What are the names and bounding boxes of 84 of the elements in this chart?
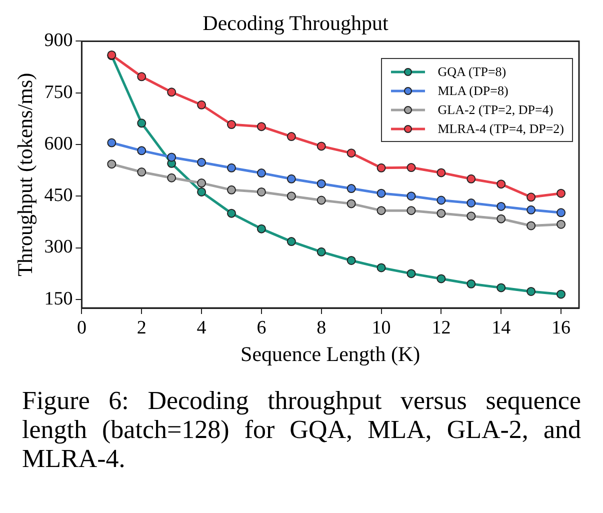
point (346, 256, 356, 265)
point (436, 208, 446, 218)
point (316, 142, 326, 151)
point (406, 192, 416, 201)
point (526, 205, 536, 214)
x-tick-label: 14 (492, 317, 512, 338)
point (346, 199, 356, 208)
x-tick-label: 2 (136, 317, 146, 338)
point (316, 196, 326, 205)
point (286, 192, 296, 201)
y-tick-label: 900 (44, 30, 73, 52)
point (466, 198, 476, 208)
point (436, 196, 446, 205)
x-tick-label: 0 (76, 317, 86, 338)
point (226, 163, 236, 172)
legend-label: MLRA-4 (TP=4, DP=2) (438, 120, 564, 138)
point (526, 286, 536, 296)
point (316, 247, 326, 256)
chart-title: Decoding Throughput (202, 11, 388, 36)
y-tick-label: 600 (44, 133, 73, 154)
point (436, 168, 446, 178)
y-tick-label: 750 (44, 82, 73, 103)
point (466, 174, 476, 184)
point (197, 187, 206, 196)
caption: Figure 6: Decoding throughput versus sequence length (batch=128) for GQA, MLA, GLA-2, and MLRA-4. (21, 385, 582, 473)
point (436, 274, 446, 284)
point (137, 146, 146, 156)
point (256, 224, 266, 234)
point (406, 163, 416, 172)
point (107, 160, 116, 169)
point (496, 202, 506, 211)
point (226, 208, 236, 218)
point (137, 168, 146, 177)
point (346, 184, 356, 194)
point (466, 279, 476, 288)
point (346, 148, 356, 158)
point (376, 163, 386, 172)
x-tick-label: 8 (316, 317, 326, 338)
y-tick-label: 150 (44, 288, 73, 310)
legend-label: GQA (TP=8) (438, 63, 506, 81)
point (496, 214, 506, 224)
point (256, 122, 266, 132)
y-tick-label: 450 (44, 185, 73, 206)
point (286, 132, 296, 142)
point (556, 220, 566, 229)
y-axis-title: Throughput (tokens/ms) (13, 72, 38, 276)
point (556, 188, 566, 198)
point (226, 185, 236, 194)
point (256, 187, 266, 196)
x-tick-label: 4 (196, 317, 207, 338)
point (556, 290, 566, 299)
point (406, 269, 416, 278)
point (286, 174, 296, 184)
point (137, 118, 146, 128)
point (197, 158, 206, 167)
x-tick-label: 12 (432, 317, 451, 338)
x-tick-label: 16 (552, 317, 571, 338)
legend-label: MLA (DP=8) (438, 82, 508, 100)
point (376, 263, 386, 272)
point (496, 180, 506, 189)
legend-label: GLA-2 (TP=2, DP=4) (438, 101, 554, 119)
point (197, 100, 206, 110)
point (167, 88, 176, 97)
point (167, 173, 176, 182)
point (526, 192, 536, 202)
point (137, 72, 146, 82)
point (376, 188, 386, 198)
point (226, 120, 236, 130)
x-tick-label: 6 (256, 317, 266, 338)
point (496, 283, 506, 292)
x-axis-title: Sequence Length (K) (240, 342, 420, 366)
point (406, 206, 416, 216)
y-tick-label: 300 (44, 236, 73, 258)
point (376, 206, 386, 216)
point (167, 152, 176, 162)
x-tick-label: 10 (372, 317, 391, 338)
point (556, 208, 566, 218)
point (526, 221, 536, 230)
point (197, 178, 206, 188)
point (286, 237, 296, 246)
point (466, 212, 476, 221)
point (316, 179, 326, 188)
point (256, 168, 266, 178)
point (107, 138, 116, 148)
